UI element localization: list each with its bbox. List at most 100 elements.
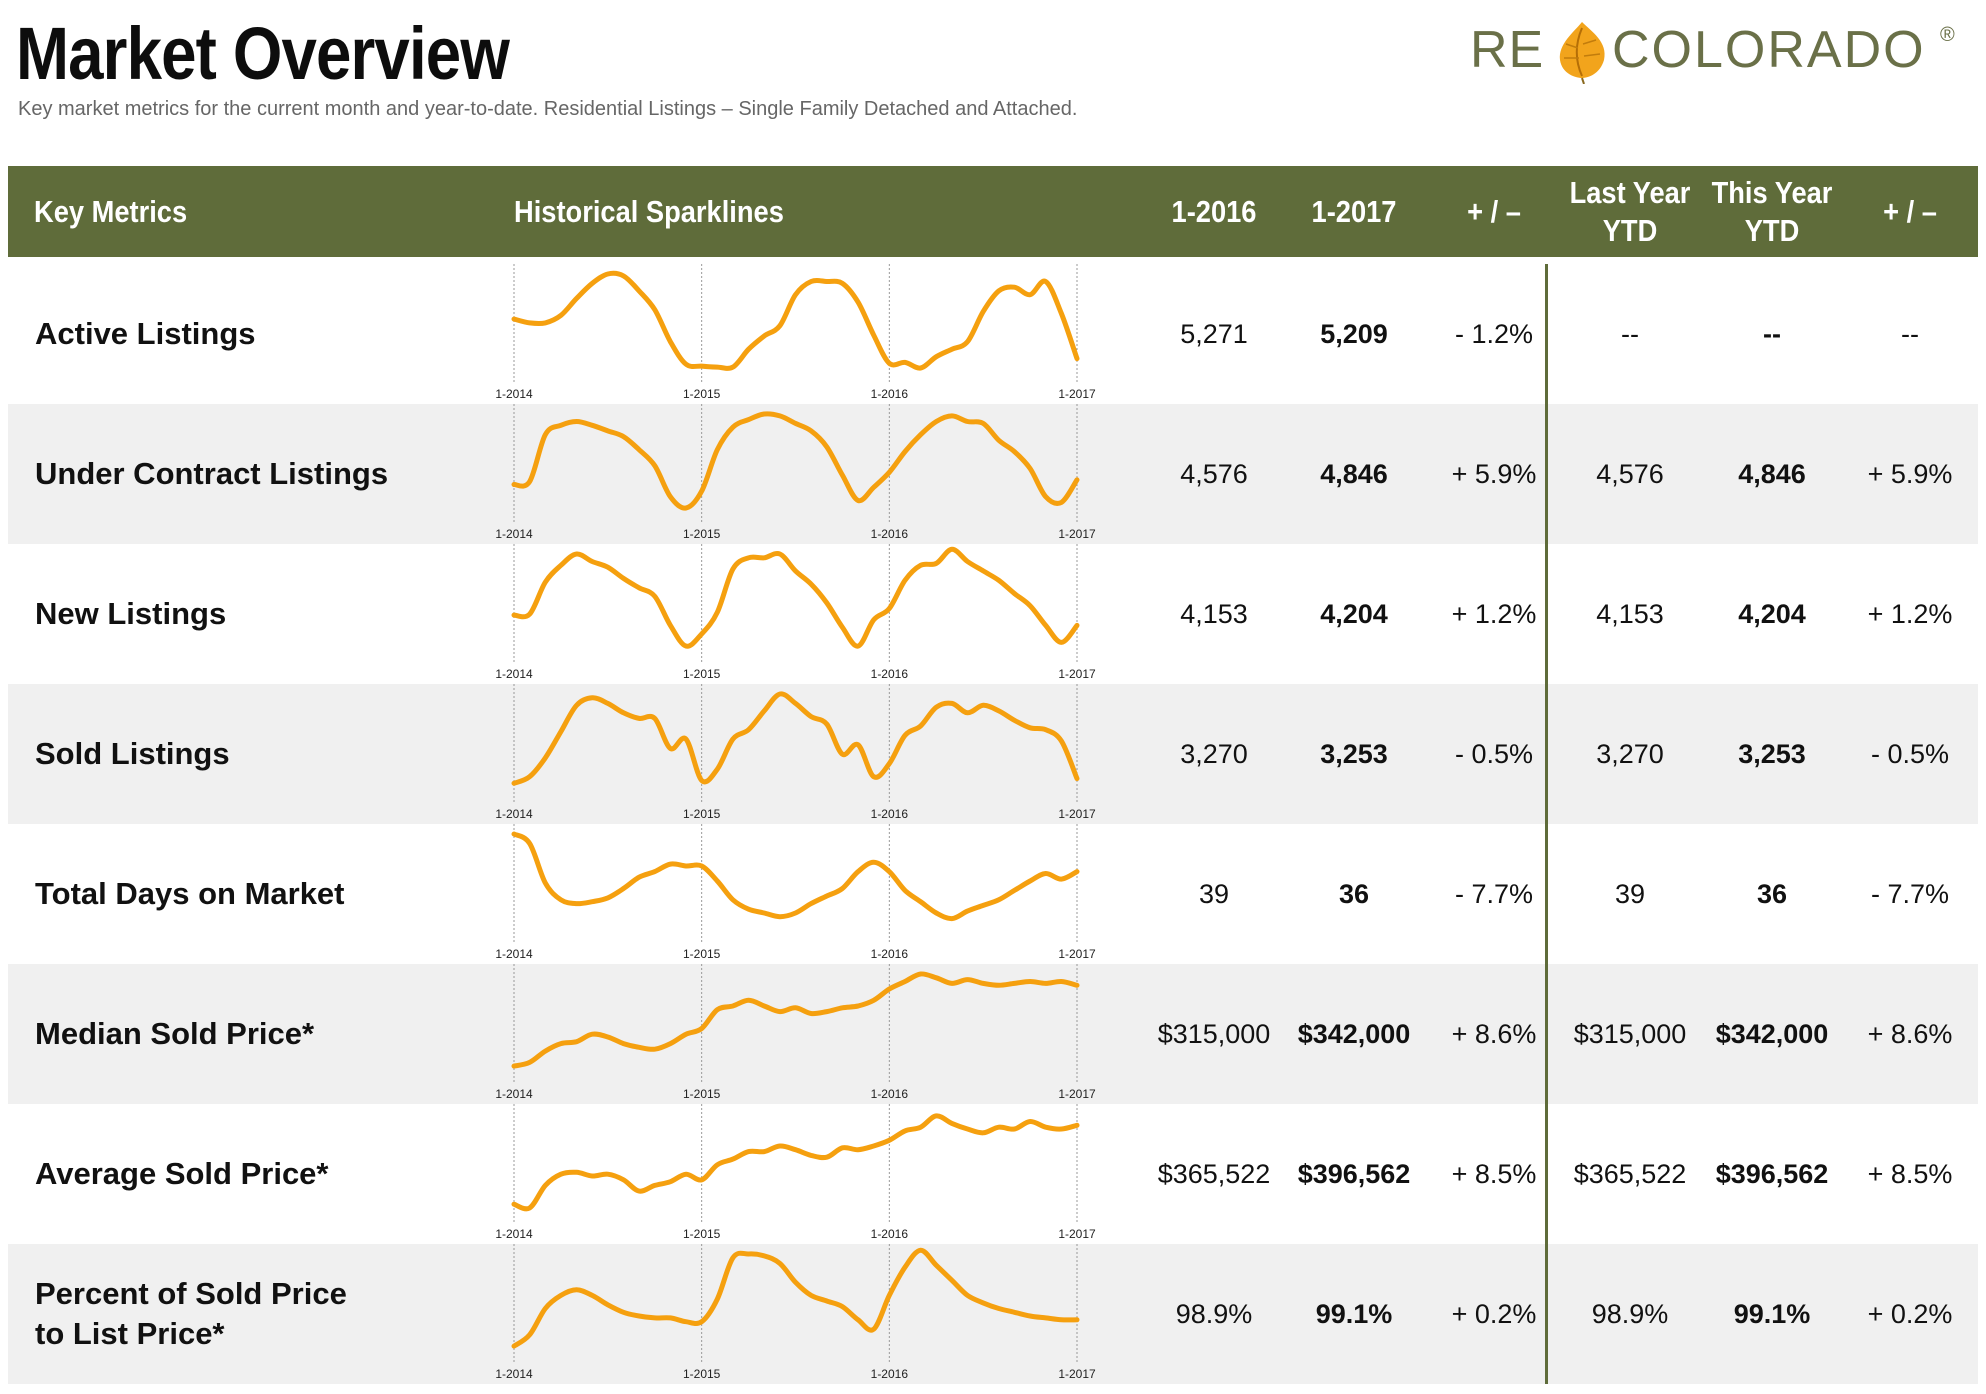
header-this-year-line1: This Year (1711, 175, 1833, 210)
page-subtitle: Key market metrics for the current month… (18, 98, 1078, 120)
metric-label: New Listings (35, 594, 226, 634)
value-this-year-ytd: 3,253 (1738, 739, 1806, 769)
metric-label-line: Sold Listings (35, 736, 230, 771)
header-last-year-ytd: Last Year YTD (1568, 174, 1691, 250)
sparkline-tick-label: 1-2016 (871, 387, 909, 401)
sparkline-tick-label: 1-2016 (871, 947, 909, 961)
sparkline-series-line (511, 831, 1080, 922)
sparkline-tick-label: 1-2016 (871, 1367, 909, 1381)
table-header: Key Metrics Historical Sparklines 1-2016… (8, 166, 1978, 257)
sparkline-tick-label: 1-2015 (683, 527, 721, 541)
metric-label-line: Percent of Sold Price (35, 1276, 347, 1311)
sparkline-tick-label: 1-2014 (495, 527, 533, 541)
table-row: Percent of Sold Price to List Price* 1-201… (8, 1244, 1978, 1384)
metric-label-line: Active Listings (35, 316, 256, 351)
value-prev-month: 98.9% (1175, 1299, 1253, 1329)
value-this-year-ytd: 4,204 (1738, 599, 1806, 629)
sparkline-chart: 1-2014 1-2015 1-2016 1-2017 (495, 1104, 1096, 1241)
sparkline-tick-label: 1-2014 (495, 947, 533, 961)
value-ytd-change: -- (1901, 319, 1919, 349)
sparkline-tick-label: 1-2015 (683, 1227, 721, 1241)
value-change: - 0.5% (1454, 739, 1534, 769)
value-curr-month: $342,000 (1297, 1019, 1411, 1049)
header-prev-month: 1-2016 (1171, 194, 1257, 229)
metric-label-line: Total Days on Market (35, 876, 345, 911)
sparkline-series-line (511, 546, 1080, 649)
value-ytd-change: + 8.5% (1867, 1159, 1953, 1189)
value-this-year-ytd: -- (1763, 319, 1781, 349)
value-curr-month: $396,562 (1297, 1159, 1411, 1189)
metric-label-line: to List Price* (35, 1316, 225, 1351)
value-last-year-ytd: -- (1621, 319, 1639, 349)
sparkline-tick-label: 1-2017 (1058, 667, 1096, 681)
aspen-leaf-icon (1559, 22, 1605, 84)
sparkline-tick-label: 1-2015 (683, 387, 721, 401)
page-title: Market Overview (16, 12, 510, 95)
value-this-year-ytd: $396,562 (1715, 1159, 1829, 1189)
value-curr-month: 99.1% (1315, 1299, 1393, 1329)
header-historical-sparklines: Historical Sparklines (514, 194, 784, 229)
sparkline-tick-label: 1-2017 (1058, 1087, 1096, 1101)
value-ytd-change: - 0.5% (1870, 739, 1950, 769)
sparkline-tick-label: 1-2016 (871, 527, 909, 541)
value-last-year-ytd: $315,000 (1573, 1019, 1687, 1049)
sparkline-tick-label: 1-2015 (683, 807, 721, 821)
value-prev-month: 4,153 (1180, 599, 1248, 629)
value-last-year-ytd: 4,576 (1596, 459, 1664, 489)
sparkline-chart: 1-2014 1-2015 1-2016 1-2017 (495, 964, 1096, 1101)
sparkline-tick-label: 1-2017 (1058, 1367, 1096, 1381)
value-change: + 0.2% (1451, 1299, 1537, 1329)
sparkline-tick-label: 1-2016 (871, 1087, 909, 1101)
sparkline-tick-label: 1-2014 (495, 387, 533, 401)
metric-label: Average Sold Price* (35, 1154, 329, 1194)
value-curr-month: 4,204 (1320, 599, 1388, 629)
sparkline-chart: 1-2014 1-2015 1-2016 1-2017 (495, 824, 1096, 961)
sparkline-chart: 1-2014 1-2015 1-2016 1-2017 (495, 264, 1096, 401)
value-prev-month: 4,576 (1180, 459, 1248, 489)
value-prev-month: 5,271 (1180, 319, 1248, 349)
value-last-year-ytd: $365,522 (1573, 1159, 1687, 1189)
sparkline-chart: 1-2014 1-2015 1-2016 1-2017 (495, 684, 1096, 821)
metric-label-line: New Listings (35, 596, 227, 631)
sparkline-series-line (511, 411, 1080, 511)
sparkline-tick-label: 1-2016 (871, 807, 909, 821)
sparkline-tick-label: 1-2017 (1058, 527, 1096, 541)
value-curr-month: 36 (1338, 879, 1370, 909)
sparkline-tick-label: 1-2014 (495, 1227, 533, 1241)
table-row: Median Sold Price* 1-2014 1-2015 1-2016 1-20… (8, 964, 1978, 1104)
value-last-year-ytd: 39 (1614, 879, 1646, 909)
logo-text-re: RE (1470, 21, 1545, 79)
header-last-year-line1: Last Year (1569, 175, 1691, 210)
value-this-year-ytd: 36 (1756, 879, 1788, 909)
header-this-year-ytd: This Year YTD (1710, 174, 1833, 250)
metric-label-line: Median Sold Price* (35, 1016, 315, 1051)
metric-label: Under Contract Listings (35, 454, 388, 494)
value-curr-month: 3,253 (1320, 739, 1388, 769)
sparkline-series-line (511, 1247, 1080, 1349)
re-colorado-logo: RE COLORADO ® (1470, 16, 1970, 86)
value-prev-month: 39 (1198, 879, 1230, 909)
value-this-year-ytd: $342,000 (1715, 1019, 1829, 1049)
value-change: + 8.5% (1451, 1159, 1537, 1189)
header-last-year-line2: YTD (1602, 213, 1658, 248)
sparkline-chart: 1-2014 1-2015 1-2016 1-2017 (495, 1244, 1096, 1381)
sparkline-tick-label: 1-2014 (495, 1087, 533, 1101)
value-prev-month: $315,000 (1157, 1019, 1271, 1049)
metric-label: Percent of Sold Price to List Price* (35, 1274, 347, 1354)
sparkline-chart: 1-2014 1-2015 1-2016 1-2017 (495, 544, 1096, 681)
value-ytd-change: + 8.6% (1867, 1019, 1953, 1049)
value-ytd-change: + 1.2% (1867, 599, 1953, 629)
value-ytd-change: + 0.2% (1867, 1299, 1953, 1329)
value-change: - 7.7% (1454, 879, 1534, 909)
sparkline-series-line (511, 1113, 1080, 1212)
value-change: - 1.2% (1454, 319, 1534, 349)
table-row: New Listings 1-2014 1-2015 1-2016 1-2017 4,15… (8, 544, 1978, 684)
sparkline-tick-label: 1-2015 (683, 947, 721, 961)
header-curr-month: 1-2017 (1311, 194, 1397, 229)
table-row: Total Days on Market 1-2014 1-2015 1-2016 1-… (8, 824, 1978, 964)
sparkline-series-line (511, 270, 1080, 371)
metric-label: Active Listings (35, 314, 256, 354)
header-this-year-line2: YTD (1744, 213, 1800, 248)
value-last-year-ytd: 98.9% (1591, 1299, 1669, 1329)
metric-label-line: Average Sold Price* (35, 1156, 329, 1191)
